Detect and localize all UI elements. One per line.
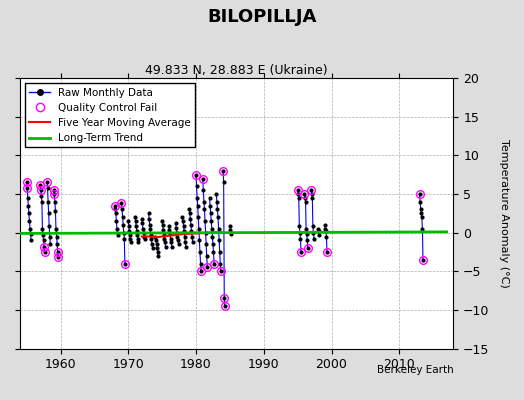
Title: 49.833 N, 28.883 E (Ukraine): 49.833 N, 28.883 E (Ukraine)	[145, 64, 328, 77]
Text: BILOPILLJA: BILOPILLJA	[208, 8, 316, 26]
Text: Berkeley Earth: Berkeley Earth	[377, 365, 453, 375]
Y-axis label: Temperature Anomaly (°C): Temperature Anomaly (°C)	[499, 139, 509, 288]
Legend: Raw Monthly Data, Quality Control Fail, Five Year Moving Average, Long-Term Tren: Raw Monthly Data, Quality Control Fail, …	[25, 83, 195, 147]
